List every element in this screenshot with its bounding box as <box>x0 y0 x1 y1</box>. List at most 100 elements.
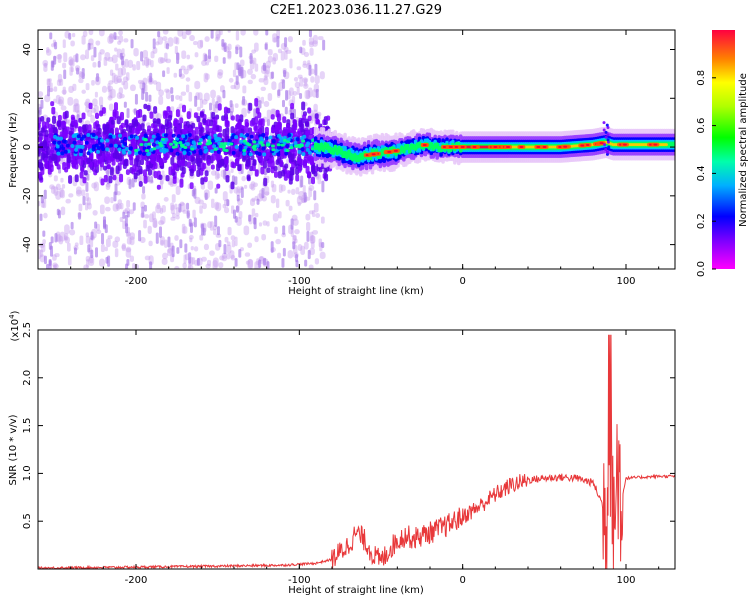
spectrogram-cell <box>274 171 279 178</box>
snr-y-tick-label: 2.5 <box>22 322 33 338</box>
spectrogram-cell <box>304 78 308 87</box>
spectrogram-cell <box>122 211 126 219</box>
spectrogram-cell <box>145 149 150 153</box>
spectrogram-cell <box>98 96 104 107</box>
spectrogram-cell <box>289 173 294 181</box>
spectrogram-cell <box>143 103 148 110</box>
spectrogram-cell <box>79 149 84 154</box>
spectrogram-cell <box>245 160 250 167</box>
spectrogram-cell <box>97 127 102 135</box>
spectrogram-cell <box>117 147 122 152</box>
spectrogram-cell <box>78 156 83 166</box>
spectrogram-cell <box>153 106 158 114</box>
spectrogram-cell <box>234 236 238 247</box>
spectrogram-cell <box>506 146 511 149</box>
spectrogram-y-tick-label: 40 <box>22 43 33 56</box>
spectrogram-cell <box>120 122 125 129</box>
spectrogram-cell <box>111 72 116 83</box>
spectrogram-cell <box>90 55 95 62</box>
spectrogram-cell <box>131 127 136 134</box>
spectrogram-cell <box>309 127 314 136</box>
spectrogram-cell <box>214 215 218 227</box>
spectrogram-cell <box>156 118 161 125</box>
spectrogram-cell <box>107 35 114 45</box>
spectrogram-cell <box>173 72 178 78</box>
spectrogram-cell <box>174 141 179 145</box>
spectrogram-cell <box>188 64 194 70</box>
spectrogram-cell <box>280 143 285 147</box>
spectrogram-cell <box>295 137 300 142</box>
spectrogram-cell <box>164 118 169 127</box>
spectrogram-cell <box>204 73 210 80</box>
spectrogram-cell <box>296 86 300 95</box>
spectrogram-cell <box>130 39 134 49</box>
spectrogram-cell <box>183 125 188 134</box>
spectrogram-cell <box>274 226 278 234</box>
spectrogram-cell <box>51 185 56 194</box>
spectrogram-cell <box>51 153 56 161</box>
spectrogram-cell <box>266 167 271 174</box>
spectrogram-cell <box>91 80 95 86</box>
spectrogram-cell <box>161 137 166 141</box>
spectrogram-cell <box>159 158 164 167</box>
spectrogram-cell <box>49 133 54 139</box>
spectrogram-cell <box>235 75 239 86</box>
spectrogram-cell <box>264 43 268 50</box>
spectrogram-cell <box>80 167 85 173</box>
spectrogram-cell <box>68 32 72 40</box>
spectrogram-cell <box>220 158 225 167</box>
spectrogram-cell <box>204 36 210 42</box>
spectrogram-cell <box>266 143 271 147</box>
spectrogram-cell <box>61 139 66 144</box>
spectrogram-cell <box>132 263 136 269</box>
spectrogram-cell <box>126 108 130 119</box>
spectrogram-cell <box>305 165 310 174</box>
spectrogram-cell <box>302 39 306 46</box>
spectrogram-cell <box>142 114 147 122</box>
spectrogram-cell <box>313 34 318 45</box>
spectrogram-cell <box>230 115 235 121</box>
spectrogram-cell <box>151 134 156 139</box>
spectrogram-cell <box>72 83 77 91</box>
spectrogram-cell <box>62 62 67 69</box>
spectrogram-cell <box>133 172 138 180</box>
spectrogram-cell <box>188 252 192 264</box>
spectrogram-cell <box>99 204 105 215</box>
spectrogram-cell <box>312 209 316 218</box>
spectrogram-cell <box>137 150 142 155</box>
spectrogram-cell <box>312 40 318 47</box>
spectrogram-cell <box>58 235 64 245</box>
spectrogram-cell <box>606 140 610 144</box>
spectrogram-cell <box>145 58 149 68</box>
spectrogram-cell <box>284 151 289 156</box>
spectrogram-cell <box>215 233 222 238</box>
spectrogram-cell <box>67 138 72 146</box>
spectrogram-cell <box>294 144 299 148</box>
spectrogram-cell <box>287 133 292 138</box>
spectrogram-cell <box>164 52 168 62</box>
spectrogram-cell <box>230 235 236 241</box>
spectrogram-cell <box>158 220 165 226</box>
spectrogram-cell <box>186 202 190 210</box>
spectrogram-cell <box>297 165 302 173</box>
spectrogram-cell <box>93 46 97 58</box>
spectrogram-cell <box>277 89 281 97</box>
spectrogram-cell <box>85 255 91 262</box>
spectrogram-cell <box>38 249 42 260</box>
spectrogram-cell <box>63 149 68 154</box>
snr-x-tick-label: -200 <box>125 575 148 586</box>
spectrogram-cell <box>150 51 155 59</box>
spectrogram-cell <box>92 209 98 216</box>
spectrogram-cell <box>104 51 111 61</box>
spectrogram-cell <box>260 166 265 175</box>
spectrogram-cell <box>185 77 191 82</box>
spectrogram-cell <box>143 175 148 184</box>
spectrogram-cell <box>118 30 123 36</box>
spectrogram-cell <box>285 140 290 144</box>
spectrogram-cell <box>234 144 239 149</box>
spectrogram-cell <box>165 58 172 64</box>
spectrogram-cell <box>158 95 164 105</box>
spectrogram-cell <box>267 92 273 102</box>
spectrogram-cell <box>175 151 180 156</box>
spectrogram-cell <box>97 60 101 68</box>
